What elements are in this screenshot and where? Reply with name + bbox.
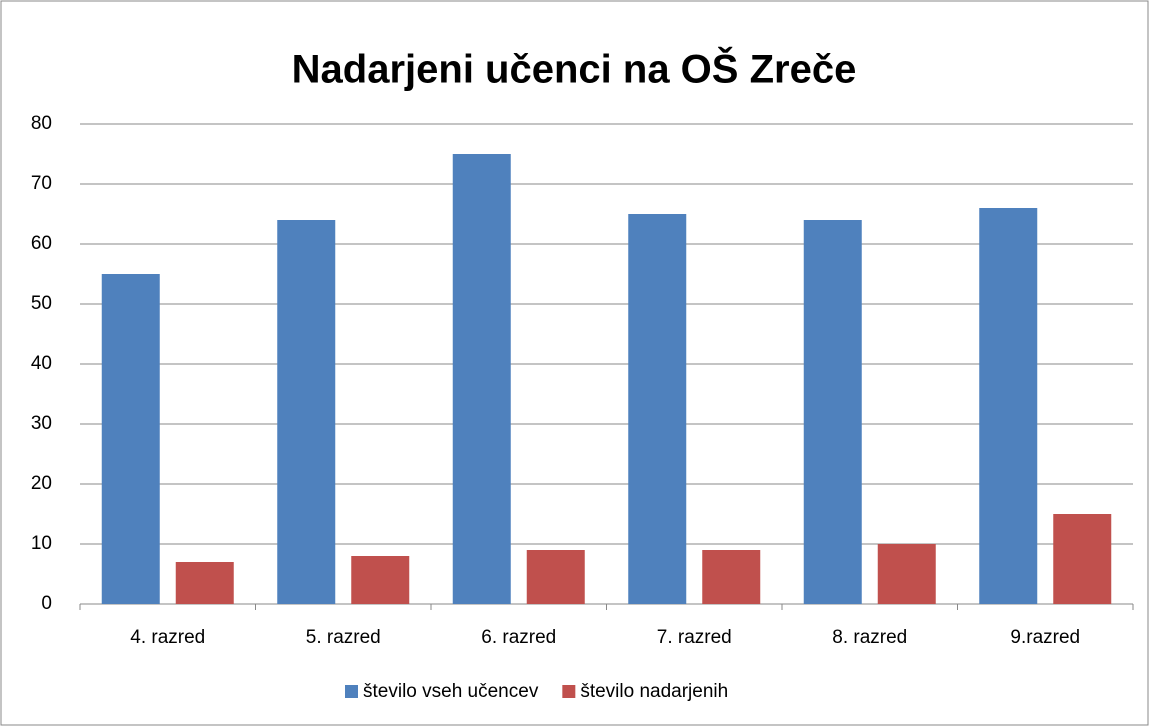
- bar: [803, 220, 862, 604]
- bar: [452, 154, 511, 604]
- y-tick-label: 20: [31, 473, 52, 494]
- x-tick-label: 4. razred: [130, 627, 205, 648]
- y-tick-label: 60: [31, 233, 52, 254]
- x-tick-label: 6. razred: [481, 627, 556, 648]
- bar: [101, 274, 160, 604]
- bar: [277, 220, 336, 604]
- bar: [702, 550, 761, 604]
- y-tick-label: 10: [31, 533, 52, 554]
- chart-title: Nadarjeni učenci na OŠ Zreče: [292, 46, 857, 92]
- x-tick-label: 5. razred: [306, 627, 381, 648]
- bar: [526, 550, 585, 604]
- bar: [877, 544, 936, 604]
- y-tick-label: 30: [31, 413, 52, 434]
- x-tick-label: 9.razred: [1010, 627, 1080, 648]
- x-tick-label: 7. razred: [657, 627, 732, 648]
- legend-swatch: [562, 685, 576, 698]
- bar: [1053, 514, 1112, 604]
- y-tick-label: 50: [31, 293, 52, 314]
- y-tick-label: 0: [41, 593, 52, 614]
- y-tick-label: 80: [31, 113, 52, 134]
- legend-label: število nadarjenih: [580, 681, 728, 702]
- bar: [979, 208, 1038, 604]
- bar: [628, 214, 687, 604]
- legend-swatch: [345, 685, 358, 698]
- bar: [175, 562, 234, 604]
- y-tick-label: 40: [31, 353, 52, 374]
- bar: [351, 556, 410, 604]
- legend-label: število vseh učencev: [363, 681, 539, 702]
- x-tick-label: 8. razred: [832, 627, 907, 648]
- y-tick-label: 70: [31, 173, 52, 194]
